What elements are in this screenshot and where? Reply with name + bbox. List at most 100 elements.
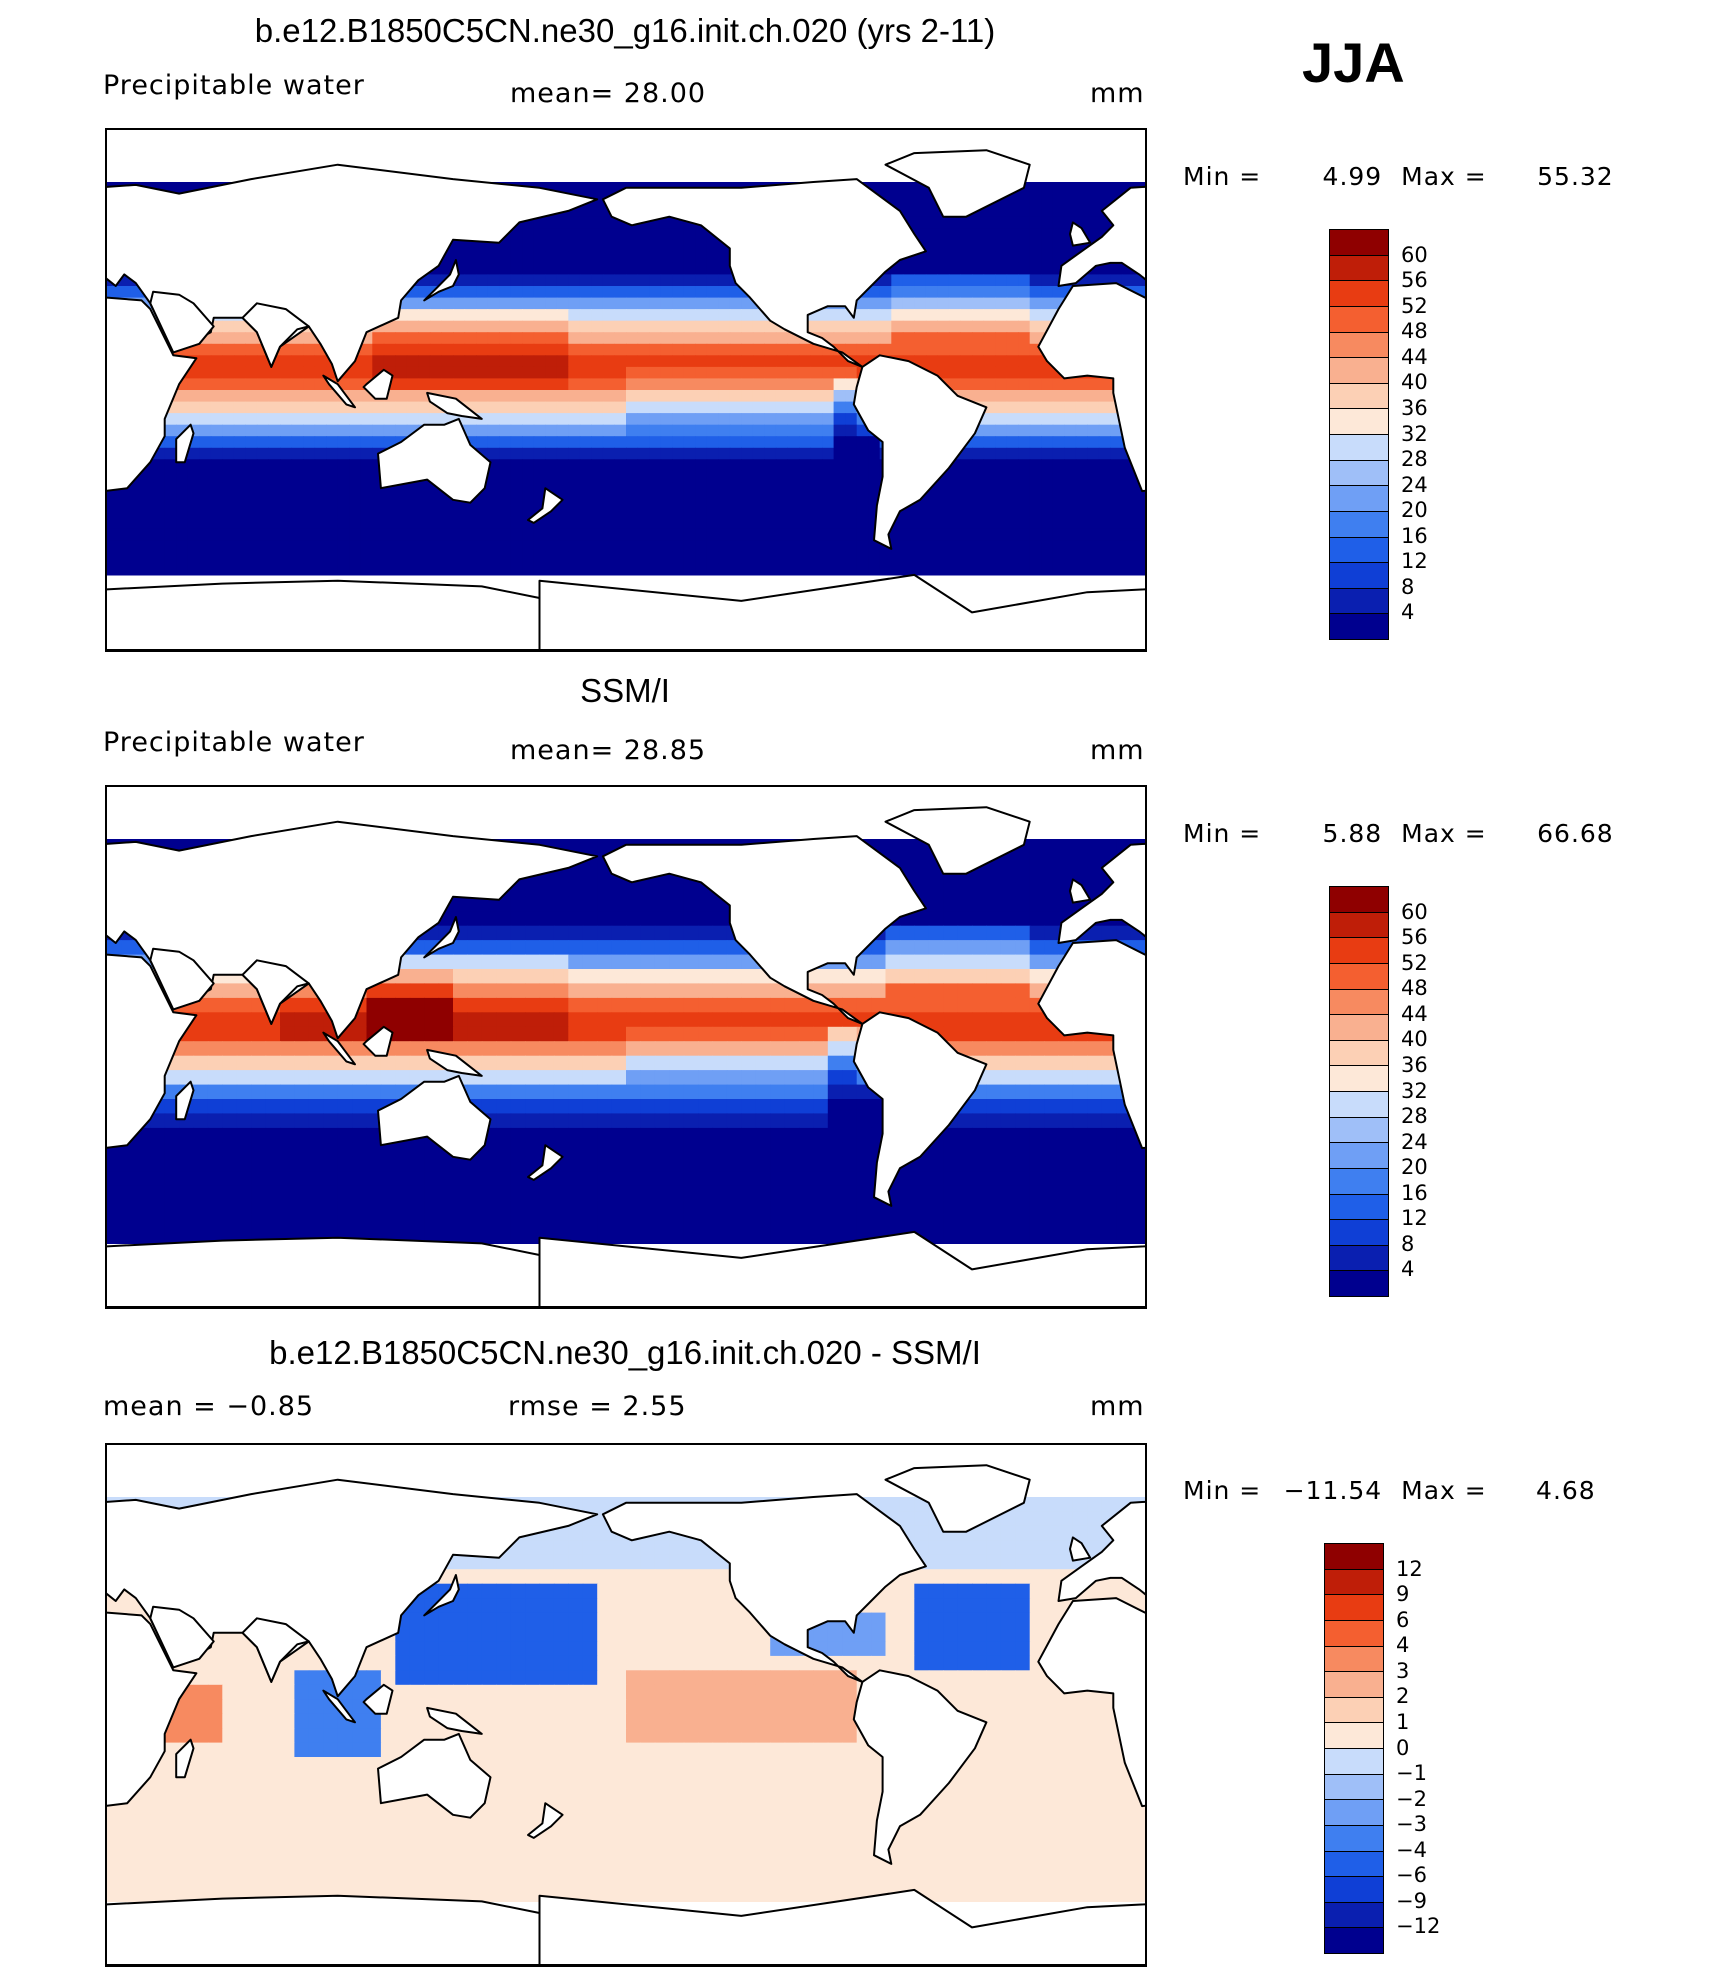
field-cell — [1018, 505, 1031, 518]
field-cell — [995, 216, 1008, 229]
field-cell — [222, 459, 235, 472]
field-cell — [626, 228, 639, 241]
max-label: Max = — [1401, 162, 1487, 191]
field-cell — [626, 1026, 641, 1042]
field-cell — [1018, 297, 1031, 310]
field-cell — [308, 1055, 324, 1071]
field-cell — [822, 378, 835, 391]
field-cell — [649, 320, 662, 333]
field-cell — [533, 482, 546, 495]
field-cell — [256, 551, 269, 564]
field-cell — [827, 1171, 843, 1187]
field-cell — [822, 505, 835, 518]
field-cell — [352, 1171, 368, 1187]
field-cell — [222, 1127, 238, 1143]
field-cell — [833, 517, 846, 530]
field-cell — [799, 494, 812, 507]
field-cell — [726, 983, 742, 999]
field-cell — [568, 1185, 584, 1201]
field-cell — [1098, 540, 1111, 553]
field-cell — [827, 1156, 843, 1172]
field-cell — [545, 274, 558, 287]
field-cell — [199, 424, 212, 437]
field-cell — [712, 983, 728, 999]
field-cell — [395, 517, 408, 530]
field-cell — [983, 447, 996, 460]
field-cell — [360, 447, 373, 460]
field-cell — [1015, 954, 1031, 970]
field-cell — [545, 528, 558, 541]
field-cell — [1044, 1041, 1060, 1057]
field-cell — [972, 1200, 987, 1216]
field-cell — [960, 343, 973, 356]
field-cell — [499, 309, 512, 322]
field-cell — [986, 969, 1002, 984]
field-cell — [499, 366, 512, 380]
field-cell — [510, 470, 523, 484]
field-cell — [582, 925, 598, 941]
field-cell — [360, 494, 373, 507]
field-cell — [787, 424, 800, 437]
field-cell — [1029, 925, 1045, 941]
field-cell — [799, 424, 812, 437]
field-cell — [395, 424, 408, 437]
field-cell — [1006, 320, 1019, 333]
field-cell — [1044, 925, 1060, 941]
field-cell — [372, 517, 385, 530]
field-cell — [303, 378, 316, 391]
field-cell — [1133, 563, 1145, 576]
field-cell — [522, 262, 535, 276]
field-cell — [1018, 286, 1031, 299]
field-cell — [141, 563, 154, 576]
field-cell — [245, 343, 258, 356]
field-cell — [695, 528, 708, 541]
field-cell — [1121, 528, 1134, 541]
field-cell — [937, 239, 950, 252]
field-cell — [233, 482, 246, 495]
field-cell — [582, 1113, 598, 1129]
field-cell — [487, 286, 500, 299]
field-cell — [510, 239, 523, 252]
variable-label: Precipitable water — [103, 70, 365, 101]
field-cell — [308, 1113, 324, 1129]
field-cell — [568, 378, 581, 391]
field-cell — [481, 940, 497, 956]
field-cell — [522, 343, 535, 356]
field-cell — [1064, 470, 1077, 484]
field-cell — [755, 1026, 771, 1042]
field-cell — [453, 309, 466, 322]
field-cell — [669, 1099, 685, 1114]
field-cell — [813, 1113, 829, 1129]
field-cell — [597, 1185, 613, 1201]
field-cell — [522, 447, 535, 460]
field-cell — [775, 424, 788, 437]
field-cell — [995, 390, 1008, 403]
field-cell — [395, 551, 408, 564]
field-cell — [1072, 1127, 1088, 1143]
field-cell — [464, 286, 477, 299]
colorbar-box — [1330, 358, 1388, 384]
field-cell — [193, 1113, 209, 1129]
field-cell — [764, 436, 777, 449]
field-cell — [372, 343, 385, 356]
field-cell — [611, 896, 627, 912]
field-cell — [164, 494, 177, 507]
field-cell — [640, 1171, 656, 1187]
field-cell — [476, 343, 489, 356]
field-cell — [986, 1171, 1002, 1187]
field-cell — [256, 436, 269, 449]
field-cell — [496, 1185, 512, 1201]
field-cell — [406, 505, 419, 518]
field-cell — [591, 528, 604, 541]
field-cell — [1087, 205, 1100, 218]
field-cell — [729, 309, 742, 322]
field-cell — [539, 940, 555, 956]
field-cell — [775, 494, 788, 507]
field-cell — [510, 1113, 526, 1129]
field-cell — [424, 1156, 440, 1172]
field-cell — [1000, 867, 1016, 883]
field-cell — [1130, 1185, 1145, 1201]
field-cell — [637, 482, 650, 495]
field-cell — [706, 343, 719, 356]
field-cell — [660, 413, 673, 426]
